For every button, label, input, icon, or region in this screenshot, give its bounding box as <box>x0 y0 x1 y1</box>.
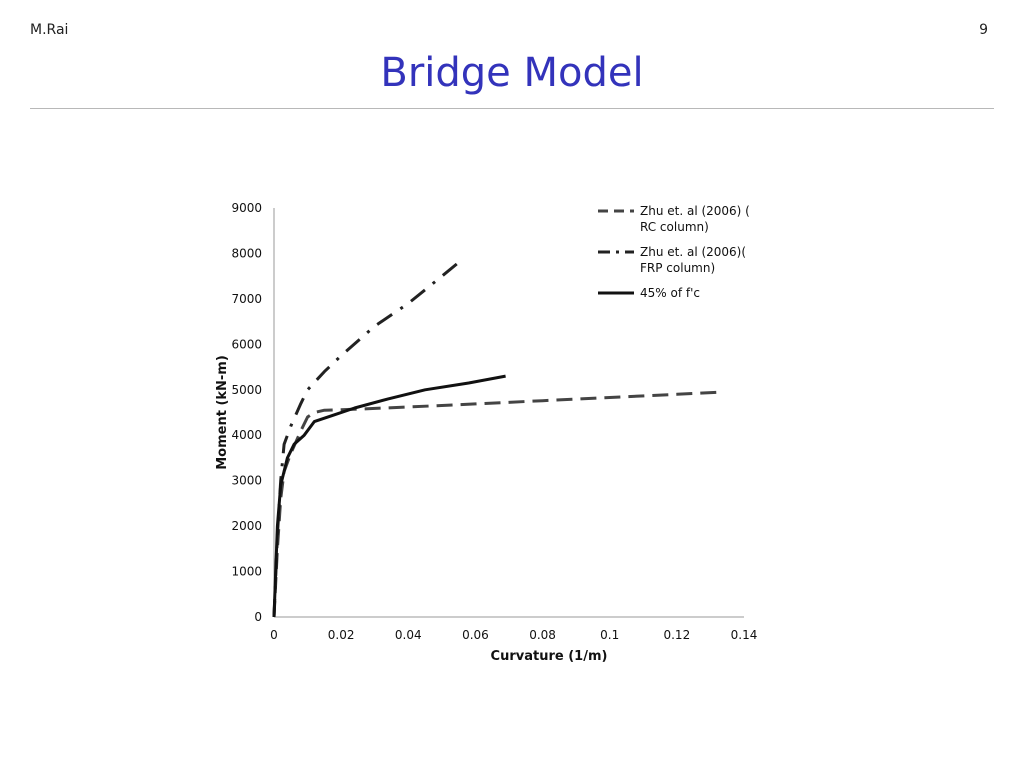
x-tick-label: 0.1 <box>600 628 619 642</box>
author-label: M.Rai <box>30 22 69 38</box>
title-divider <box>30 108 994 109</box>
legend-label-line: Zhu et. al (2006) ( <box>640 204 750 218</box>
series-line-3 <box>272 374 506 618</box>
legend-label-1: Zhu et. al (2006) ( RC column) <box>640 204 750 234</box>
legend-label-line: 45% of f'c <box>640 286 700 300</box>
slide-title: Bridge Model <box>380 50 644 96</box>
x-tick-label: 0.14 <box>731 628 758 642</box>
chart-series <box>272 261 724 618</box>
legend-label-3: 45% of f'c <box>640 286 700 300</box>
x-tick-label: 0.02 <box>328 628 355 642</box>
chart-axes: 0 1000 2000 3000 4000 5000 6000 7000 8000 9000 0 0.… <box>215 201 757 664</box>
legend-label-line: Zhu et. al (2006)( <box>640 245 746 259</box>
legend-label-line: FRP column) <box>640 261 715 275</box>
x-tick-label: 0.08 <box>529 628 556 642</box>
x-tick-label: 0.12 <box>663 628 690 642</box>
x-axis-title: Curvature (1/m) <box>491 649 608 664</box>
series-line-1 <box>272 390 724 618</box>
x-tick-label: 0.04 <box>395 628 422 642</box>
y-tick-label: 2000 <box>231 519 262 533</box>
x-tick-label: 0 <box>270 628 278 642</box>
y-axis-title: Moment (kN-m) <box>215 355 230 470</box>
y-tick-label: 0 <box>254 610 262 624</box>
y-tick-label: 3000 <box>231 474 262 488</box>
y-tick-label: 6000 <box>231 337 262 351</box>
legend-label-line: RC column) <box>640 220 709 234</box>
series-line-2 <box>272 261 460 618</box>
y-tick-label: 5000 <box>231 383 262 397</box>
y-tick-label: 1000 <box>231 565 262 579</box>
y-tick-label: 8000 <box>231 246 262 260</box>
page-number: 9 <box>979 22 988 38</box>
x-tick-label: 0.06 <box>462 628 489 642</box>
chart-legend: Zhu et. al (2006) (RC column)Zhu et. al … <box>598 204 750 300</box>
y-tick-label: 4000 <box>231 428 262 442</box>
y-tick-label: 9000 <box>231 201 262 215</box>
legend-label-2: Zhu et. al (2006)( FRP column) <box>640 245 746 275</box>
y-tick-label: 7000 <box>231 292 262 306</box>
